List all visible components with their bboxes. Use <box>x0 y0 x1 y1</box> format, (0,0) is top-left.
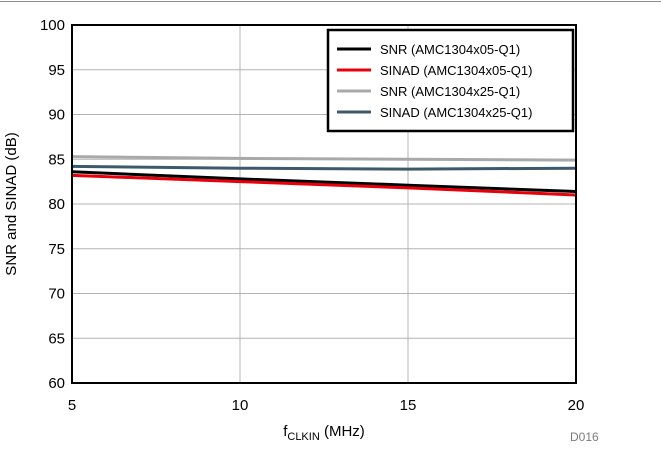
y-tick-label: 75 <box>48 241 65 258</box>
legend-label-2: SINAD (AMC1304x05-Q1) <box>380 63 532 78</box>
x-axis-title-unit: (MHz) <box>320 423 365 440</box>
top-divider <box>0 1 661 2</box>
series-line-1 <box>71 170 577 193</box>
y-tick-label: 80 <box>48 196 65 213</box>
legend-label-4: SINAD (AMC1304x25-Q1) <box>380 105 532 120</box>
y-axis-title: SNR and SINAD (dB) <box>3 132 20 275</box>
x-axis-title: fCLKIN (MHz) <box>283 423 365 443</box>
y-tick-label: 70 <box>48 286 65 303</box>
y-tick-label: 100 <box>40 17 65 34</box>
y-tick-label: 85 <box>48 151 65 168</box>
x-axis-title-main: f <box>283 423 288 440</box>
x-tick-labels: 5 10 15 20 <box>68 397 585 414</box>
series-group <box>71 155 577 197</box>
y-tick-label: 65 <box>48 330 65 347</box>
x-tick-label: 20 <box>568 397 585 414</box>
x-tick-label: 15 <box>400 397 417 414</box>
y-tick-labels: 60 65 70 75 80 85 90 95 100 <box>40 17 65 392</box>
legend-box <box>326 28 575 133</box>
x-tick-label: 10 <box>232 397 249 414</box>
y-tick-label: 95 <box>48 62 65 79</box>
x-tick-label: 5 <box>68 397 76 414</box>
x-axis-title-subscript: CLKIN <box>287 431 319 443</box>
legend-label-1: SNR (AMC1304x05-Q1) <box>380 42 520 57</box>
legend-items: SNR (AMC1304x05-Q1) SINAD (AMC1304x05-Q1)… <box>337 42 532 120</box>
series-line-4 <box>71 164 577 171</box>
y-tick-label: 90 <box>48 107 65 124</box>
series-line-2 <box>71 173 577 197</box>
legend-label-3: SNR (AMC1304x25-Q1) <box>380 84 520 99</box>
figure-id: D016 <box>570 430 599 444</box>
legend: SNR (AMC1304x05-Q1) SINAD (AMC1304x05-Q1)… <box>326 28 575 133</box>
plot-frame <box>71 24 577 384</box>
series-line-3 <box>71 155 577 162</box>
y-tick-label: 60 <box>48 375 65 392</box>
